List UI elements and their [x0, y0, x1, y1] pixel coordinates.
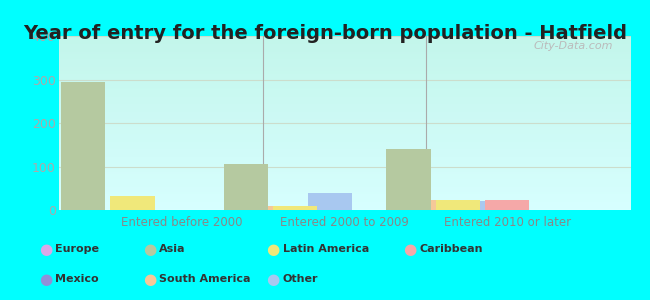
Text: South America: South America — [159, 274, 251, 284]
Bar — [12, 206, 56, 210]
Bar — [633, 203, 650, 210]
Text: ●: ● — [403, 242, 416, 256]
Bar — [258, 206, 303, 210]
Text: ●: ● — [143, 242, 156, 256]
Bar — [485, 200, 529, 210]
Text: ●: ● — [143, 272, 156, 286]
Bar — [470, 201, 515, 210]
Text: Mexico: Mexico — [55, 274, 99, 284]
Bar — [61, 82, 105, 210]
Text: City-Data.com: City-Data.com — [534, 41, 614, 51]
Bar — [273, 206, 317, 210]
Text: Asia: Asia — [159, 244, 186, 254]
Bar — [111, 196, 155, 210]
Text: ●: ● — [39, 242, 52, 256]
Text: Latin America: Latin America — [283, 244, 369, 254]
Bar — [307, 194, 352, 210]
Text: ●: ● — [266, 242, 280, 256]
Text: ●: ● — [266, 272, 280, 286]
Text: ●: ● — [39, 272, 52, 286]
Bar — [224, 164, 268, 210]
Bar — [436, 200, 480, 210]
Bar — [386, 149, 431, 210]
Text: Europe: Europe — [55, 244, 99, 254]
Text: Caribbean: Caribbean — [419, 244, 483, 254]
Bar — [421, 200, 465, 210]
Text: Other: Other — [283, 274, 318, 284]
Text: Year of entry for the foreign-born population - Hatfield: Year of entry for the foreign-born popul… — [23, 24, 627, 43]
